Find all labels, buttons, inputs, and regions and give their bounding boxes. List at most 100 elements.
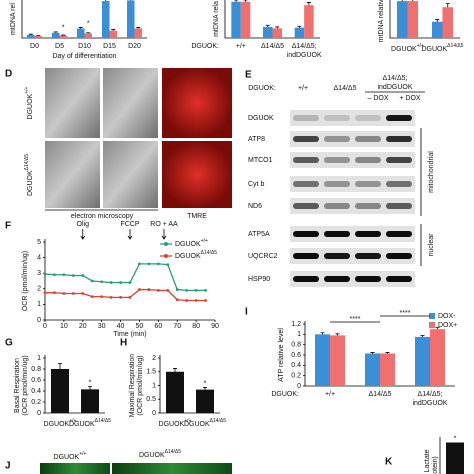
point bbox=[185, 299, 189, 302]
x-tick-label: +/+ bbox=[325, 391, 335, 398]
blot-band bbox=[293, 181, 319, 187]
blot-band bbox=[324, 157, 350, 163]
point bbox=[185, 288, 189, 292]
superscript: +/+ bbox=[417, 43, 424, 49]
row-label: DGUOKΔ14/Δ5 bbox=[24, 154, 34, 196]
error-bar bbox=[58, 363, 62, 369]
y-axis-label: OCR (pmol/min/ug) bbox=[22, 251, 29, 311]
row-label: DGUOK+/+ bbox=[24, 86, 34, 119]
y-tick-label: 1 bbox=[152, 382, 156, 389]
error-bar bbox=[400, 0, 405, 2]
em-image bbox=[103, 68, 158, 138]
row-label: ND6 bbox=[248, 203, 262, 210]
x-tick-label: 80 bbox=[192, 323, 200, 330]
bar bbox=[127, 0, 135, 39]
x-tick-label: DGUOKΔ14/Δ5 bbox=[69, 418, 111, 428]
superscript: +/+ bbox=[201, 238, 208, 244]
bar bbox=[380, 353, 395, 386]
point bbox=[156, 262, 160, 266]
blot-strip bbox=[290, 198, 415, 214]
error-bar bbox=[435, 19, 440, 22]
significance: **** bbox=[400, 310, 411, 317]
error-bar bbox=[265, 24, 270, 27]
bar bbox=[415, 336, 430, 386]
y-axis-label: ATP relative level bbox=[278, 328, 285, 382]
tmre-image bbox=[162, 141, 232, 208]
x-tick-label: 0 bbox=[43, 323, 47, 330]
y-tick-label: 1.2 bbox=[291, 321, 301, 328]
row-label: Cyt b bbox=[248, 181, 264, 188]
point bbox=[166, 263, 170, 267]
blot-band bbox=[324, 253, 350, 259]
y-axis-label: (OCR pmol/min/ug) bbox=[22, 355, 29, 415]
bar bbox=[407, 1, 418, 39]
axis bbox=[44, 239, 215, 321]
legend-label: DGUOKΔ14/Δ5 bbox=[175, 250, 217, 260]
x-tick-label: DGUOKΔ14/Δ5 bbox=[184, 418, 226, 428]
bar bbox=[446, 442, 464, 474]
panel-letter: K bbox=[385, 457, 393, 468]
y-tick-label: 1 bbox=[297, 331, 301, 338]
blot-strip bbox=[290, 226, 415, 242]
point bbox=[109, 281, 113, 284]
point bbox=[204, 299, 207, 302]
y-tick-label: 2 bbox=[37, 286, 41, 293]
y-tick-label: 0.2 bbox=[31, 399, 41, 406]
x-tick-label: D15 bbox=[103, 43, 116, 50]
superscript: +/+ bbox=[69, 418, 76, 424]
row-label: MTCO1 bbox=[248, 157, 273, 164]
x-tick-label: Δ14/Δ5; bbox=[418, 391, 443, 398]
bar bbox=[365, 353, 380, 386]
y-tick-label: 0.8 bbox=[31, 366, 41, 373]
injection-label: RO + AA bbox=[150, 221, 178, 228]
legend-swatch bbox=[429, 313, 435, 319]
point bbox=[43, 272, 47, 276]
point bbox=[90, 295, 94, 298]
base-text: DGUOK bbox=[27, 170, 34, 196]
bar bbox=[59, 35, 67, 38]
bar bbox=[84, 33, 92, 38]
header-label: DGUOK: bbox=[248, 85, 276, 92]
y-tick-label: 4 bbox=[37, 254, 41, 261]
blot-band bbox=[355, 203, 381, 209]
blot-strip bbox=[290, 271, 415, 287]
row-label: UQCRC2 bbox=[248, 253, 278, 260]
blot-band bbox=[355, 115, 381, 121]
if-image bbox=[112, 463, 232, 474]
y-axis-label: ar Lactate bbox=[424, 449, 431, 474]
image-label: DGUOK+/+ bbox=[54, 451, 87, 461]
blot-band bbox=[355, 231, 381, 237]
blot-band bbox=[355, 276, 381, 282]
column-label: TMRE bbox=[187, 213, 207, 220]
x-tick-label: DGUOK+/+ bbox=[44, 418, 77, 428]
em-image bbox=[103, 141, 158, 208]
row-label: ATP8 bbox=[248, 136, 265, 143]
blot-band bbox=[293, 203, 319, 209]
if-image bbox=[40, 463, 110, 474]
tmre-image bbox=[162, 68, 232, 138]
blot-strip bbox=[290, 248, 415, 264]
y-tick-label: 1 bbox=[37, 301, 41, 308]
point bbox=[81, 292, 85, 295]
x-prefix: DGUOK: bbox=[271, 391, 299, 398]
error-bar bbox=[243, 0, 248, 2]
point bbox=[138, 288, 141, 291]
blot-band bbox=[293, 136, 319, 142]
error-bar bbox=[297, 25, 302, 28]
bar bbox=[134, 28, 142, 38]
y-tick-label: 0.6 bbox=[31, 377, 41, 384]
bar bbox=[397, 1, 408, 39]
y-tick-label: 0.4 bbox=[31, 388, 41, 395]
bar bbox=[294, 27, 305, 38]
x-tick-label: D5 bbox=[55, 43, 64, 50]
blot-band bbox=[324, 115, 350, 121]
significance: **** bbox=[350, 316, 361, 323]
y-tick-label: 0.2 bbox=[291, 373, 301, 380]
row-label: ATP5A bbox=[248, 231, 270, 238]
blot-band bbox=[293, 276, 319, 282]
bar bbox=[304, 5, 314, 39]
base-text: DGUOK bbox=[54, 454, 80, 461]
blot-band bbox=[355, 253, 381, 259]
header-label: +/+ bbox=[298, 85, 308, 92]
bar bbox=[27, 34, 35, 38]
